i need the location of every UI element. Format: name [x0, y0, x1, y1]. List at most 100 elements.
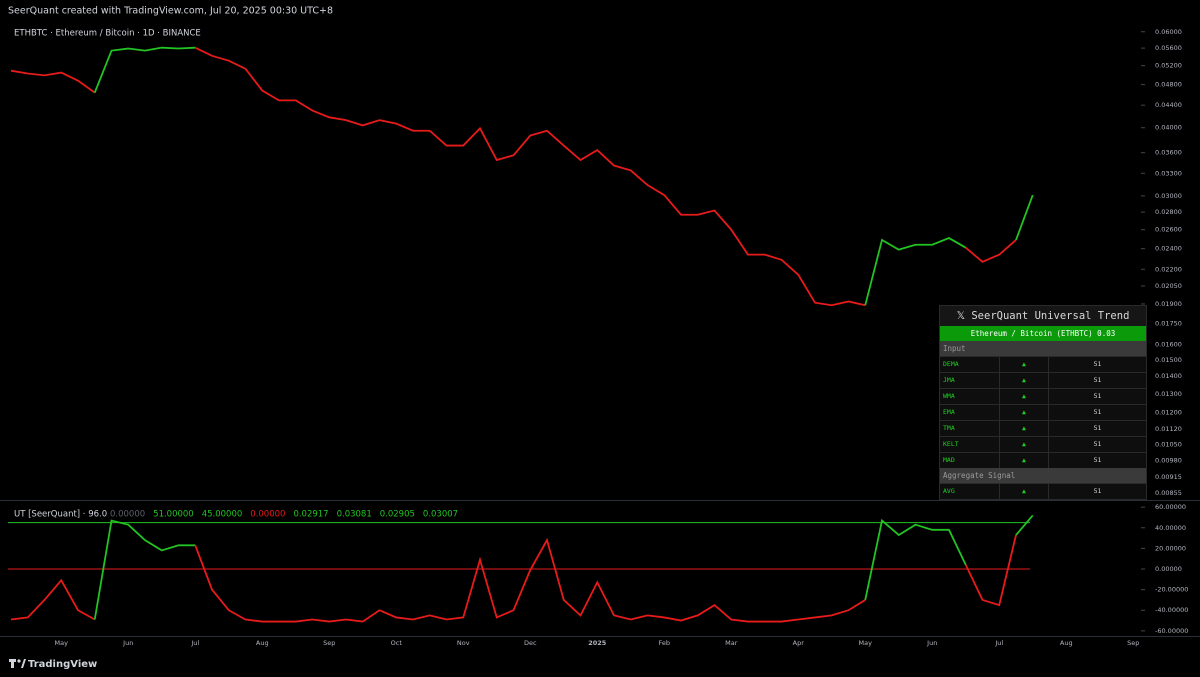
legend-value: 0.02905 [380, 510, 415, 520]
legend-value: 0.00000 [110, 510, 145, 520]
price-line [1015, 514, 1034, 536]
x-tick-label: Mar [725, 639, 738, 647]
y-tick-label: 0.01200 [1155, 409, 1182, 417]
x-tick-label: Feb [658, 639, 670, 647]
signal-score: 51 [1093, 456, 1102, 464]
y-tick-label: 0.01050 [1155, 440, 1182, 448]
signal-score: 51 [1093, 424, 1102, 432]
y-tick-label: 0.02600 [1155, 226, 1182, 234]
x-tick-label: Jul [190, 639, 199, 647]
signal-score: 51 [1093, 360, 1102, 368]
table-row: KELT ▲ 51 [940, 436, 1146, 452]
y-tick-label: 40.00000 [1155, 524, 1186, 532]
table-instrument: Ethereum / Bitcoin (ETHBTC) 0.03 [940, 326, 1146, 341]
y-tick-label: 0.03300 [1155, 169, 1182, 177]
table-row: JMA ▲ 51 [940, 372, 1146, 388]
price-line [93, 519, 196, 620]
y-tick-label: 0.02050 [1155, 282, 1182, 290]
y-tick-label: 0.00980 [1155, 457, 1182, 465]
price-line [965, 239, 1017, 263]
x-tick-label: May [859, 639, 873, 647]
y-tick-label: 0.01400 [1155, 372, 1182, 380]
y-tick-label: 0.02800 [1155, 208, 1182, 216]
table-row: MAD ▲ 51 [940, 452, 1146, 468]
y-tick-label: -40.00000 [1155, 606, 1188, 614]
signal-name: EMA [940, 405, 1000, 420]
x-tick-label: 2025 [588, 639, 607, 647]
signal-arrow: ▲ [1000, 373, 1049, 388]
table-row: EMA ▲ 51 [940, 404, 1146, 420]
y-tick-label: 20.00000 [1155, 544, 1186, 552]
x-tick-label: Nov [457, 639, 470, 647]
signal-arrow: ▲ [1000, 357, 1049, 372]
price-line [194, 46, 866, 307]
x-tick-label: Jun [122, 639, 133, 647]
y-tick-label: 0.01600 [1155, 341, 1182, 349]
x-tick-label: Sep [323, 639, 335, 647]
signal-name: MAD [940, 453, 1000, 468]
y-tick-label: 0.02400 [1155, 245, 1182, 253]
signal-score: 51 [1093, 487, 1102, 495]
indicator-title: UT [SeerQuant] · 96.0 [14, 510, 107, 520]
signal-name: KELT [940, 437, 1000, 452]
logo [9, 659, 26, 668]
y-tick-label: 0.04000 [1155, 124, 1182, 132]
x-tick-label: Aug [256, 639, 269, 647]
signal-score: 51 [1093, 392, 1102, 400]
legend-value: 0.00000 [250, 510, 285, 520]
y-tick-label: -60.00000 [1155, 627, 1188, 635]
brand: TradingView [28, 659, 97, 670]
x-tick-label: Jun [926, 639, 937, 647]
legend-value: 51.00000 [153, 510, 194, 520]
price-line [10, 69, 96, 94]
y-tick-label: 0.05600 [1155, 44, 1182, 52]
x-tick-label: May [55, 639, 69, 647]
signal-arrow: ▲ [1000, 453, 1049, 468]
table-row: TMA ▲ 51 [940, 420, 1146, 436]
price-line [864, 518, 967, 601]
header-text: SeerQuant created with TradingView.com, … [8, 6, 333, 17]
x-tick-label: Jul [994, 639, 1003, 647]
y-tick-label: 0.06000 [1155, 28, 1182, 36]
y-tick-label: 0.01900 [1155, 300, 1182, 308]
price-line [1015, 194, 1034, 241]
signal-score: 51 [1093, 440, 1102, 448]
y-tick-label: 0.01750 [1155, 319, 1182, 327]
y-tick-label: 0.03000 [1155, 192, 1182, 200]
signal-arrow: ▲ [1000, 421, 1049, 436]
section-header: Aggregate Signal [940, 468, 1146, 483]
signal-name: DEMA [940, 357, 1000, 372]
y-tick-label: 0.00855 [1155, 489, 1182, 497]
signal-arrow: ▲ [1000, 437, 1049, 452]
signal-name: TMA [940, 421, 1000, 436]
price-line [93, 46, 196, 93]
y-tick-label: 0.04400 [1155, 101, 1182, 109]
table-title: 𝕏 SeerQuant Universal Trend [940, 306, 1146, 326]
signal-score: 51 [1093, 408, 1102, 416]
y-tick-label: 0.02200 [1155, 265, 1182, 273]
x-tick-label: Aug [1060, 639, 1073, 647]
y-tick-label: 0.00915 [1155, 473, 1182, 481]
y-tick-label: 0.05200 [1155, 62, 1182, 70]
summary-table: 𝕏 SeerQuant Universal Trend Ethereum / Bi… [939, 305, 1147, 500]
x-tick-label: Apr [793, 639, 805, 647]
y-tick-label: 0.01120 [1155, 425, 1182, 433]
signal-name: WMA [940, 389, 1000, 404]
signal-arrow: ▲ [1000, 405, 1049, 420]
signal-name: JMA [940, 373, 1000, 388]
section-header: Input [940, 341, 1146, 356]
price-line [194, 537, 866, 623]
legend-value: 0.03007 [423, 510, 458, 520]
table-row: AVG ▲ 51 [940, 483, 1146, 499]
y-tick-label: 0.04800 [1155, 81, 1182, 89]
y-tick-label: 0.03600 [1155, 149, 1182, 157]
y-tick-label: 60.00000 [1155, 503, 1186, 511]
y-tick-label: 0.01300 [1155, 390, 1182, 398]
chart-title: ETHBTC · Ethereum / Bitcoin · 1D · BINAN… [14, 29, 201, 39]
y-tick-label: 0.01500 [1155, 356, 1182, 364]
table-row: DEMA ▲ 51 [940, 356, 1146, 372]
price-line [10, 578, 96, 621]
x-tick-label: Sep [1127, 639, 1139, 647]
signal-arrow: ▲ [1000, 484, 1049, 499]
